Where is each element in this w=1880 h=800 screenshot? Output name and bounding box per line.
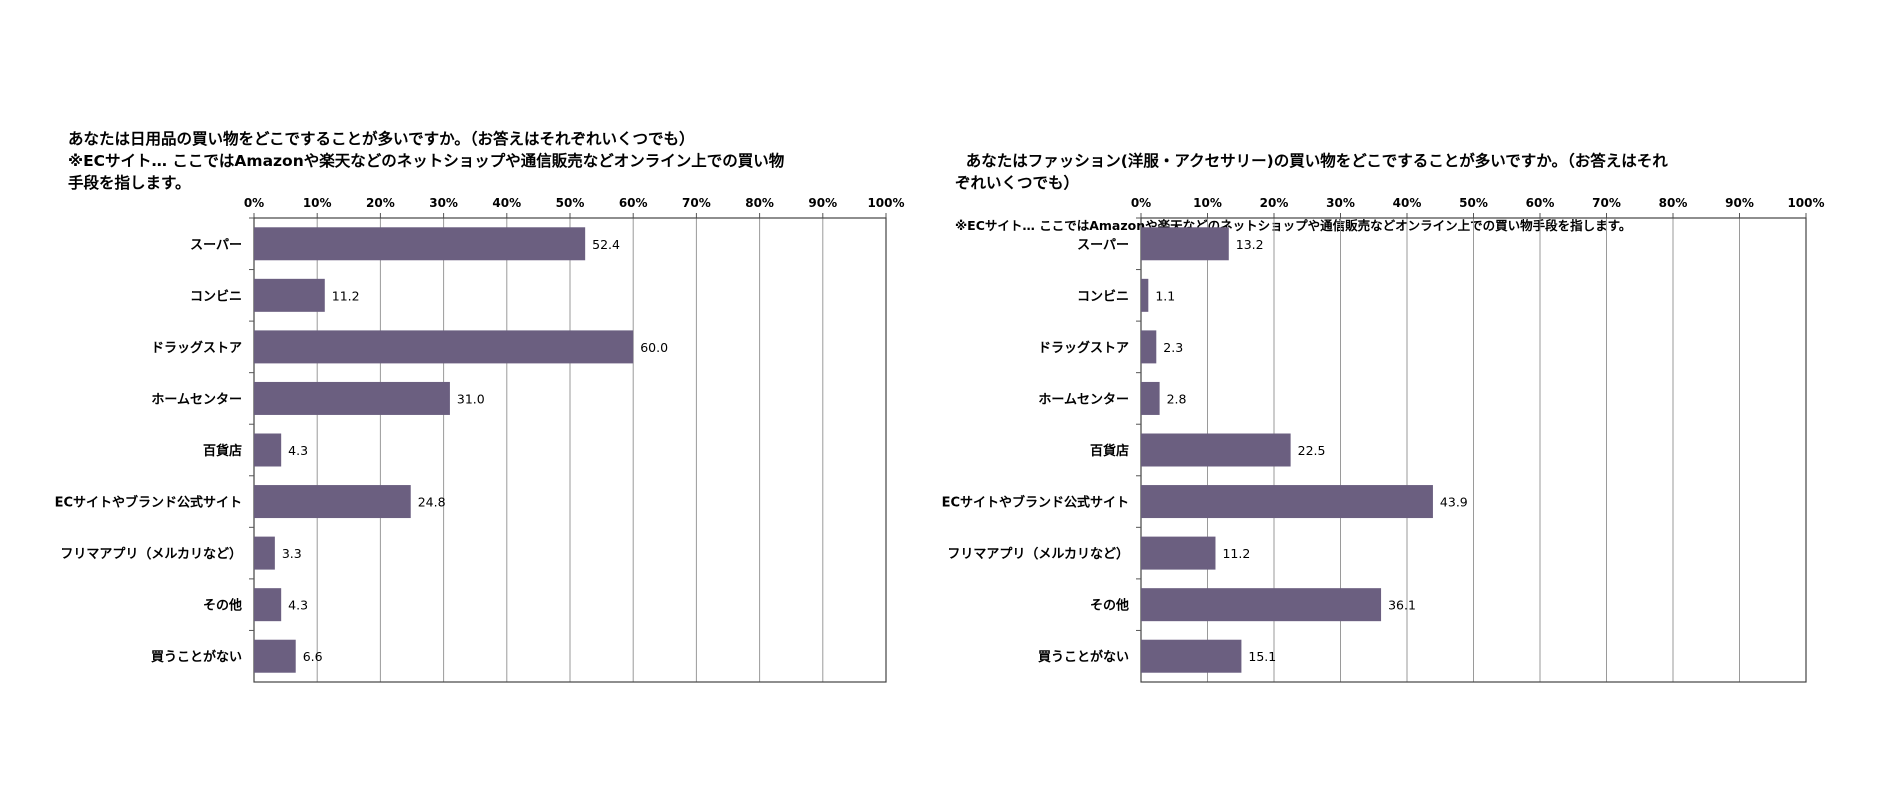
x-tick-label: 70%	[1592, 196, 1621, 210]
data-label: 2.8	[1167, 391, 1187, 406]
category-label: スーパー	[190, 238, 242, 253]
bar	[1141, 588, 1382, 622]
data-label: 60.0	[640, 340, 668, 355]
category-label: 百貨店	[1090, 443, 1129, 459]
x-tick-label: 50%	[1459, 196, 1488, 210]
data-label: 11.2	[1222, 546, 1250, 561]
data-label: 6.6	[303, 649, 323, 664]
category-label: フリマアプリ（メルカリなど）	[947, 546, 1129, 562]
x-tick-label: 80%	[745, 196, 774, 210]
category-label: ドラッグストア	[151, 340, 242, 356]
bar	[1141, 330, 1157, 364]
data-label: 15.1	[1248, 649, 1276, 664]
bar	[1141, 227, 1229, 261]
data-label: 24.8	[418, 495, 446, 510]
data-label: 52.4	[592, 237, 620, 252]
bar	[1141, 485, 1433, 519]
x-tick-label: 50%	[556, 196, 585, 210]
data-label: 3.3	[282, 546, 302, 561]
category-label: 百貨店	[203, 443, 242, 459]
x-tick-label: 30%	[429, 196, 458, 210]
x-tick-label: 20%	[1260, 196, 1289, 210]
x-tick-label: 0%	[244, 196, 264, 210]
x-tick-label: 60%	[1526, 196, 1555, 210]
bar	[254, 588, 282, 622]
bar	[1141, 639, 1242, 673]
data-label: 11.2	[332, 288, 360, 303]
category-label: 買うことがない	[1038, 649, 1129, 665]
x-tick-label: 30%	[1326, 196, 1355, 210]
x-tick-label: 0%	[1131, 196, 1151, 210]
x-tick-label: 80%	[1659, 196, 1688, 210]
bar	[254, 639, 296, 673]
x-tick-label: 60%	[619, 196, 648, 210]
category-label: コンビニ	[1077, 288, 1129, 304]
bar	[254, 330, 634, 364]
data-label: 43.9	[1440, 495, 1468, 510]
category-label: ホームセンター	[1038, 392, 1129, 407]
category-label: コンビニ	[190, 288, 242, 304]
bar	[1141, 433, 1291, 467]
category-label: ドラッグストア	[1038, 340, 1129, 356]
x-tick-label: 70%	[682, 196, 711, 210]
x-tick-label: 20%	[366, 196, 395, 210]
chart-2-title: あなたはファッション(洋服・アクセサリー)の買い物をどこですることが多いですか。…	[955, 152, 1668, 192]
category-label: ECサイトやブランド公式サイト	[55, 495, 242, 511]
data-label: 13.2	[1236, 237, 1264, 252]
chart-2: 0% 10% 20% 30% 40% 50% 60% 70% 80% 90% 100% スーパー 13.…	[942, 196, 1825, 683]
category-label: ホームセンター	[151, 392, 242, 407]
chart-1-title: あなたは日用品の買い物をどこですることが多いですか。（お答えはそれぞれいくつでも…	[68, 130, 785, 192]
bar	[1141, 381, 1160, 415]
x-tick-label: 40%	[492, 196, 521, 210]
x-tick-label: 100%	[867, 196, 904, 210]
category-label: 買うことがない	[151, 649, 242, 665]
category-label: フリマアプリ（メルカリなど）	[60, 546, 242, 562]
data-label: 4.3	[288, 598, 308, 613]
bar	[254, 433, 282, 467]
bar	[254, 227, 586, 261]
data-label: 4.3	[288, 443, 308, 458]
x-tick-label: 100%	[1787, 196, 1824, 210]
data-label: 31.0	[457, 391, 485, 406]
x-tick-label: 10%	[303, 196, 332, 210]
x-tick-label: 40%	[1393, 196, 1422, 210]
x-tick-label: 10%	[1193, 196, 1222, 210]
data-label: 36.1	[1388, 598, 1416, 613]
bar	[254, 381, 450, 415]
bar	[254, 485, 411, 519]
x-tick-label: 90%	[808, 196, 837, 210]
category-label: その他	[1090, 598, 1129, 614]
bar	[1141, 278, 1149, 312]
chart-1: 0% 10% 20% 30% 40% 50% 60% 70% 80% 90% 100% スーパー 52.…	[55, 196, 905, 683]
data-label: 22.5	[1298, 443, 1326, 458]
data-label: 2.3	[1163, 340, 1183, 355]
bar	[1141, 536, 1216, 570]
bar	[254, 536, 275, 570]
category-label: ECサイトやブランド公式サイト	[942, 495, 1129, 511]
category-label: その他	[203, 598, 242, 614]
data-label: 1.1	[1155, 288, 1175, 303]
x-tick-label: 90%	[1725, 196, 1754, 210]
category-label: スーパー	[1077, 238, 1129, 253]
bar	[254, 278, 325, 312]
